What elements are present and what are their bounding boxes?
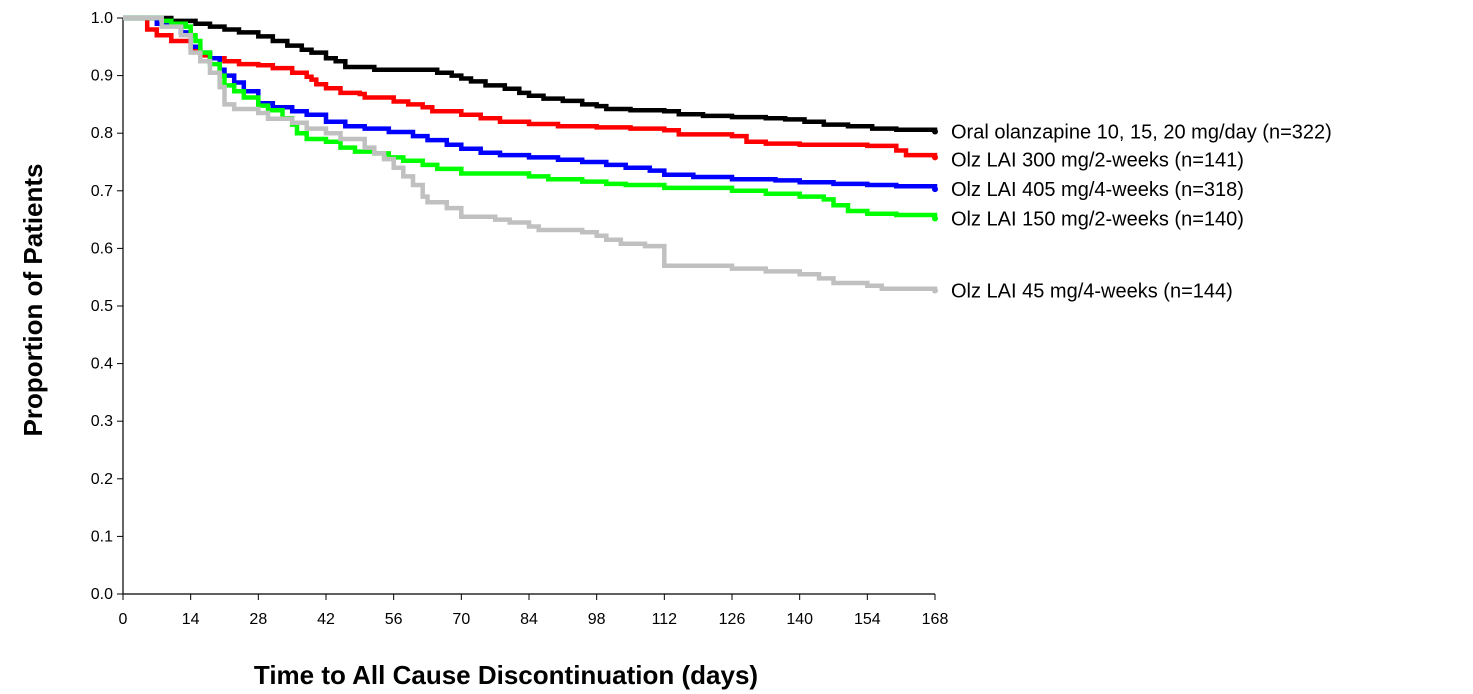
x-tick-label: 154 (854, 611, 881, 628)
series-end-marker (932, 287, 938, 294)
x-tick-label: 28 (249, 611, 267, 628)
x-tick-label: 126 (719, 611, 746, 628)
series-line (123, 15, 938, 219)
y-tick-label: 0.3 (91, 413, 113, 430)
x-axis-title: Time to All Cause Discontinuation (days) (254, 660, 758, 690)
series-label: Olz LAI 405 mg/4-weeks (n=318) (951, 179, 1244, 201)
series-end-marker (932, 186, 938, 193)
y-tick-label: 0.2 (91, 471, 113, 488)
x-tick-label: 70 (452, 611, 470, 628)
y-tick-label: 0.7 (91, 183, 113, 200)
series-line (123, 15, 938, 291)
series-line (123, 15, 938, 190)
y-tick-label: 0.4 (91, 356, 113, 373)
x-tick-label: 84 (520, 611, 538, 628)
series-label: Olz LAI 45 mg/4-weeks (n=144) (951, 280, 1233, 302)
series-end-marker (932, 128, 938, 135)
y-tick-label: 0.1 (91, 528, 113, 545)
y-axis-title: Proportion of Patients (18, 164, 48, 437)
series-end-marker (932, 154, 938, 161)
axes: 0 14 28 42 56 70 84 98 112 126 140 154 168 0.0 0.1 0.2 0… (91, 10, 949, 628)
x-tick-label: 42 (317, 611, 335, 628)
x-tick-label: 168 (922, 611, 949, 628)
series-end-marker (932, 215, 938, 222)
x-tick-label: 98 (588, 611, 606, 628)
x-tick-label: 0 (119, 611, 128, 628)
x-tick-label: 56 (385, 611, 403, 628)
y-tick-label: 0.6 (91, 240, 113, 257)
series-label: Oral olanzapine 10, 15, 20 mg/day (n=322… (951, 121, 1332, 143)
series-line (123, 15, 938, 158)
series-line (123, 15, 938, 132)
x-tick-label: 140 (786, 611, 813, 628)
y-tick-label: 0.5 (91, 298, 113, 315)
x-tick-label: 112 (652, 611, 678, 628)
y-tick-label: 1.0 (91, 10, 113, 27)
series-labels: Oral olanzapine 10, 15, 20 mg/day (n=322… (951, 121, 1332, 302)
y-tick-label: 0.0 (91, 586, 113, 603)
series-lines (123, 15, 938, 294)
x-tick-label: 14 (182, 611, 200, 628)
series-label: Olz LAI 300 mg/2-weeks (n=141) (951, 149, 1244, 171)
y-tick-label: 0.9 (91, 68, 113, 85)
y-tick-label: 0.8 (91, 125, 113, 142)
series-label: Olz LAI 150 mg/2-weeks (n=140) (951, 208, 1244, 230)
